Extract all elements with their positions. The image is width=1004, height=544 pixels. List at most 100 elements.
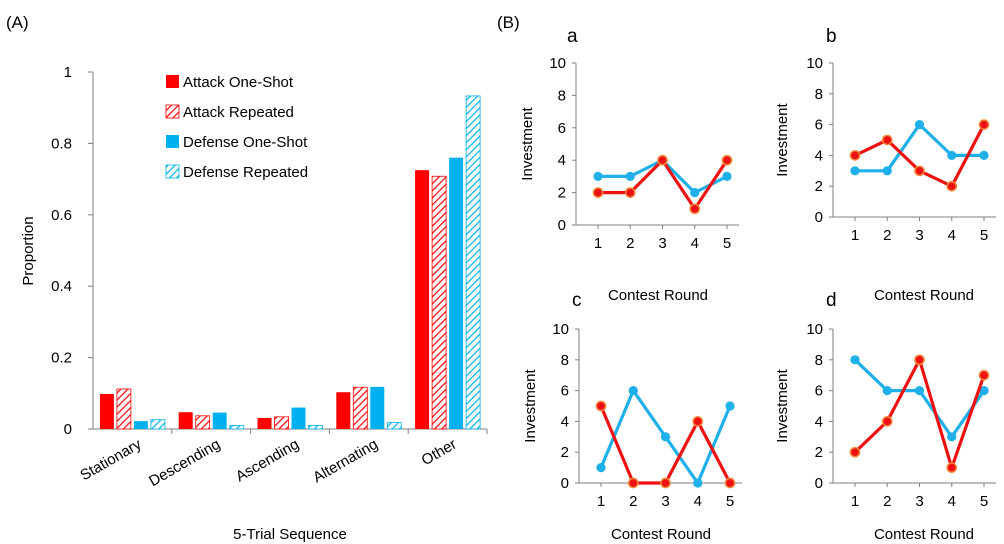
- x-tick-label: 5: [726, 493, 734, 510]
- chart-label: a: [567, 26, 578, 47]
- x-tick-label: 5: [723, 235, 731, 252]
- data-point: [946, 462, 958, 473]
- y-tick-label: 10: [552, 321, 569, 338]
- bar: [291, 407, 306, 429]
- x-tick-label: Other: [419, 436, 460, 469]
- data-point: [978, 369, 990, 381]
- y-tick-label: 8: [815, 86, 823, 103]
- legend-label: Attack Repeated: [183, 104, 294, 121]
- y-tick-label: 6: [815, 117, 823, 134]
- x-tick-label: 5: [980, 493, 988, 510]
- data-point: [881, 134, 893, 146]
- data-point: [850, 355, 860, 365]
- x-tick-label: 1: [851, 227, 859, 244]
- y-tick-label: 0.2: [51, 350, 72, 367]
- x-tick-label: 4: [948, 227, 956, 244]
- series-line: [853, 358, 986, 439]
- y-tick-label: 4: [558, 152, 566, 169]
- data-point: [914, 386, 925, 396]
- legend-label: Defense Repeated: [183, 164, 308, 181]
- y-tick-label: 2: [815, 444, 823, 461]
- data-point: [624, 187, 636, 198]
- y-tick-label: 0: [558, 217, 566, 234]
- data-point: [979, 386, 989, 396]
- y-tick-label: 0.4: [51, 278, 72, 295]
- data-point: [978, 119, 990, 130]
- y-tick-label: 0: [561, 475, 569, 492]
- data-point: [947, 432, 957, 442]
- data-point: [881, 416, 893, 427]
- bar: [370, 386, 385, 429]
- bar: [229, 425, 245, 430]
- data-point: [725, 401, 735, 411]
- bar: [336, 392, 351, 429]
- data-point: [914, 120, 925, 130]
- legend-swatch: [166, 135, 179, 148]
- data-point: [627, 477, 639, 489]
- data-point: [625, 171, 635, 181]
- y-axis-title: Investment: [519, 106, 536, 180]
- x-tick-label: 3: [915, 227, 923, 244]
- data-point: [914, 354, 925, 366]
- data-point: [882, 386, 892, 396]
- y-tick-label: 6: [561, 383, 569, 400]
- bar: [449, 157, 464, 429]
- bar: [195, 415, 211, 430]
- data-point: [690, 188, 700, 198]
- y-tick-label: 6: [558, 120, 566, 137]
- x-axis-title: Contest Round: [874, 526, 974, 543]
- data-point: [946, 180, 958, 192]
- data-point: [849, 150, 861, 161]
- data-point: [593, 171, 603, 181]
- bar-chart: 0 0.2 0.4 0.6 0.8 1 Stationary Descending Ascend…: [20, 64, 488, 543]
- x-tick-label: 2: [629, 493, 637, 510]
- chart-label: c: [572, 290, 582, 311]
- panel-b-label: (B): [497, 13, 520, 32]
- data-point: [592, 187, 604, 198]
- y-tick-label: 8: [561, 352, 569, 369]
- x-tick-label: Alternating: [310, 436, 381, 487]
- x-tick-label: 1: [594, 235, 602, 252]
- data-point: [722, 171, 732, 181]
- y-tick-label: 10: [806, 321, 823, 338]
- x-tick-label: 2: [883, 493, 891, 510]
- y-tick-label: 4: [561, 413, 569, 430]
- data-point: [689, 203, 701, 215]
- bar: [133, 421, 148, 429]
- data-point: [947, 150, 957, 160]
- bar: [116, 388, 132, 430]
- bar: [274, 416, 289, 430]
- x-tick-label: 4: [694, 493, 702, 510]
- y-tick-label: 2: [815, 178, 823, 195]
- x-axis-title: Contest Round: [611, 526, 711, 543]
- x-axis-title: 5-Trial Sequence: [233, 526, 347, 543]
- data-point: [914, 165, 925, 177]
- x-axis-title: Contest Round: [874, 287, 974, 304]
- x-tick-label: 2: [626, 235, 634, 252]
- y-tick-label: 6: [815, 383, 823, 400]
- data-point: [721, 154, 733, 166]
- chart-label: b: [826, 26, 837, 47]
- x-tick-label: 1: [597, 493, 605, 510]
- data-point: [724, 477, 736, 489]
- data-point: [660, 477, 671, 489]
- y-tick-label: 1: [64, 64, 72, 81]
- x-tick-label: 3: [661, 493, 669, 510]
- x-tick-label: 1: [851, 493, 859, 510]
- data-point: [849, 446, 861, 458]
- x-axis-title: Contest Round: [608, 287, 708, 304]
- legend-swatch: [166, 75, 179, 88]
- x-tick-label: Descending: [146, 436, 223, 490]
- data-point: [882, 166, 892, 176]
- legend-swatch: [165, 104, 180, 119]
- data-point: [850, 166, 860, 176]
- bar: [99, 394, 114, 429]
- panel-a-label: (A): [6, 13, 29, 32]
- bar: [465, 95, 481, 430]
- y-tick-label: 0.6: [51, 207, 72, 224]
- y-tick-label: 8: [558, 87, 566, 104]
- bar: [431, 175, 447, 430]
